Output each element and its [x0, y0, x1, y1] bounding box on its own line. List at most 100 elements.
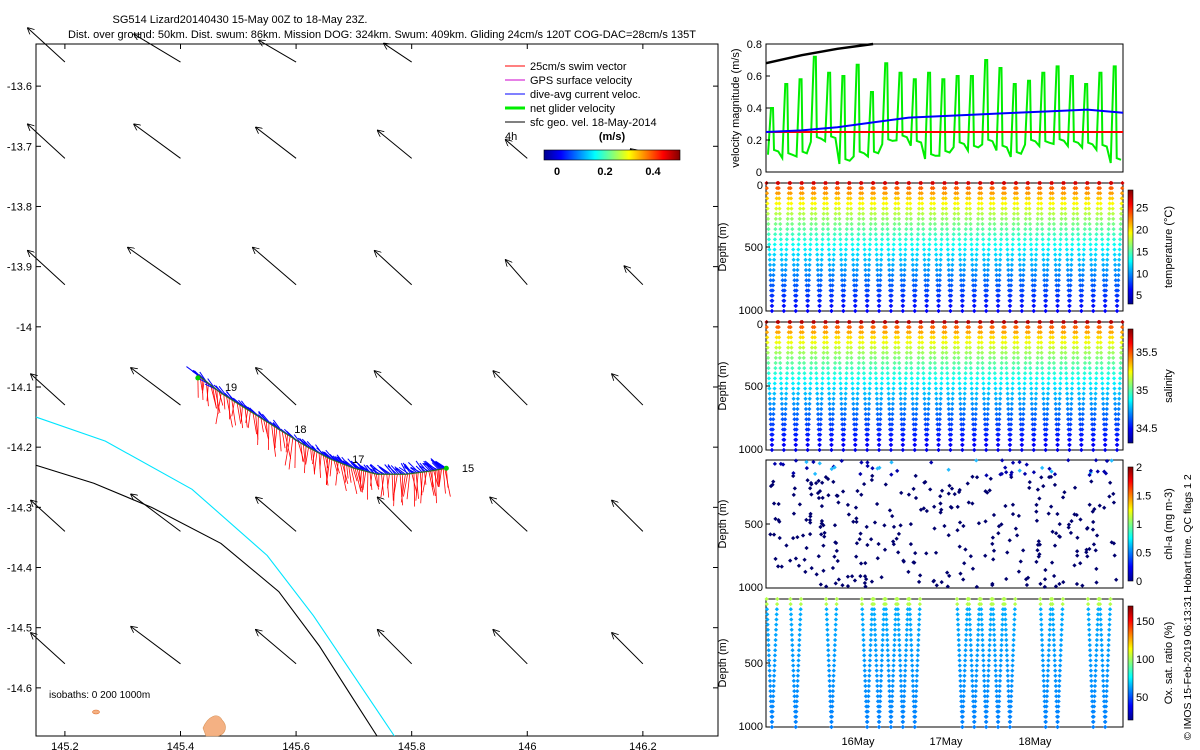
profile-point: [1115, 293, 1120, 298]
profile-point: [1080, 283, 1085, 288]
profile-point: [1081, 396, 1086, 401]
profile-point: [796, 376, 801, 381]
profile-point: [1014, 319, 1019, 325]
profile-point: [832, 360, 838, 366]
profile-point: [836, 206, 842, 211]
profile-point: [786, 206, 791, 211]
profile-point: [1098, 350, 1104, 355]
profile-point: [916, 355, 921, 360]
profile-point: [782, 298, 787, 303]
profile-point: [838, 371, 843, 376]
profile-point: [899, 406, 904, 412]
profile-point: [967, 191, 972, 196]
profile-point: [792, 417, 797, 422]
profile-point: [1095, 617, 1100, 622]
profile-point: [770, 298, 775, 303]
profile-point: [957, 252, 963, 257]
profile-point: [805, 447, 810, 453]
profile-point: [1115, 288, 1121, 293]
profile-point: [878, 278, 883, 283]
profile-point: [981, 668, 986, 673]
profile-point: [1003, 201, 1008, 206]
profile-point: [967, 206, 973, 211]
profile-point: [1066, 278, 1071, 283]
profile-point: [845, 206, 850, 211]
profile-point: [984, 288, 990, 293]
chla-point: [1111, 491, 1116, 497]
profile-point: [815, 391, 820, 396]
profile-point: [792, 422, 797, 427]
profile-point: [901, 437, 906, 442]
profile-point: [1008, 437, 1013, 442]
swim-vector: [288, 437, 294, 470]
colorbar-tick: 0.2: [597, 166, 612, 178]
profile-point: [1107, 350, 1112, 355]
profile-point: [1064, 247, 1070, 252]
profile-point: [820, 371, 825, 376]
profile-point: [816, 283, 821, 288]
profile-point: [872, 345, 877, 350]
chla-point: [1074, 581, 1080, 587]
profile-point: [879, 242, 884, 247]
profile-point: [844, 376, 849, 381]
profile-point: [824, 201, 830, 206]
profile-point: [927, 226, 933, 232]
profile-point: [1035, 355, 1040, 360]
profile-point: [1061, 180, 1067, 186]
chla-point: [1040, 465, 1045, 471]
chla-point: [949, 486, 955, 491]
profile-point: [848, 330, 853, 335]
swim-vector: [373, 473, 378, 486]
profile-point: [1032, 293, 1037, 298]
profile-point: [1106, 226, 1111, 232]
profile-point: [878, 401, 884, 407]
map-legend: 25cm/s swim vector GPS surface velocity …: [505, 61, 681, 178]
chla-point: [898, 523, 903, 528]
profile-point: [833, 627, 838, 632]
profile-point: [872, 627, 878, 632]
profile-point: [768, 406, 773, 412]
profile-point: [889, 719, 894, 725]
profile-point: [892, 221, 897, 227]
profile-point: [777, 355, 783, 360]
profile-point: [1050, 191, 1055, 196]
profile-point: [850, 376, 855, 381]
profile-point: [885, 237, 891, 242]
profile-point: [1099, 648, 1105, 653]
profile-point: [901, 288, 906, 293]
profile-point: [995, 724, 1001, 730]
profile-point: [806, 288, 811, 293]
profile-point: [788, 185, 793, 191]
profile-point: [860, 622, 865, 627]
profile-point: [1106, 376, 1111, 381]
profile-point: [1006, 417, 1011, 422]
chla-point: [933, 550, 939, 555]
profile-point: [791, 391, 796, 396]
profile-point: [808, 371, 813, 376]
profile-point: [1027, 216, 1033, 221]
profile-point: [1002, 601, 1007, 607]
profile-point: [1060, 601, 1065, 607]
chla-point: [934, 583, 939, 588]
profile-point: [765, 335, 770, 340]
profile-point: [1022, 391, 1027, 396]
profile-point: [886, 678, 892, 684]
profile-point: [874, 252, 879, 257]
profile-point: [1092, 689, 1097, 694]
profile-point: [1118, 216, 1124, 221]
chla-point: [864, 524, 869, 530]
profile-point: [1089, 401, 1094, 407]
profile-point: [804, 422, 809, 427]
profile-point: [1008, 293, 1013, 298]
profile-point: [1022, 376, 1027, 381]
profile-point: [867, 242, 873, 247]
chla-point: [840, 583, 845, 588]
profile-point: [1020, 293, 1025, 298]
profile-point: [925, 293, 930, 298]
profile-point: [907, 601, 912, 607]
profile-point: [875, 412, 880, 417]
profile-point: [1005, 668, 1010, 673]
profile-point: [1015, 196, 1020, 201]
profile-point: [924, 303, 929, 309]
profile-point: [825, 637, 830, 643]
